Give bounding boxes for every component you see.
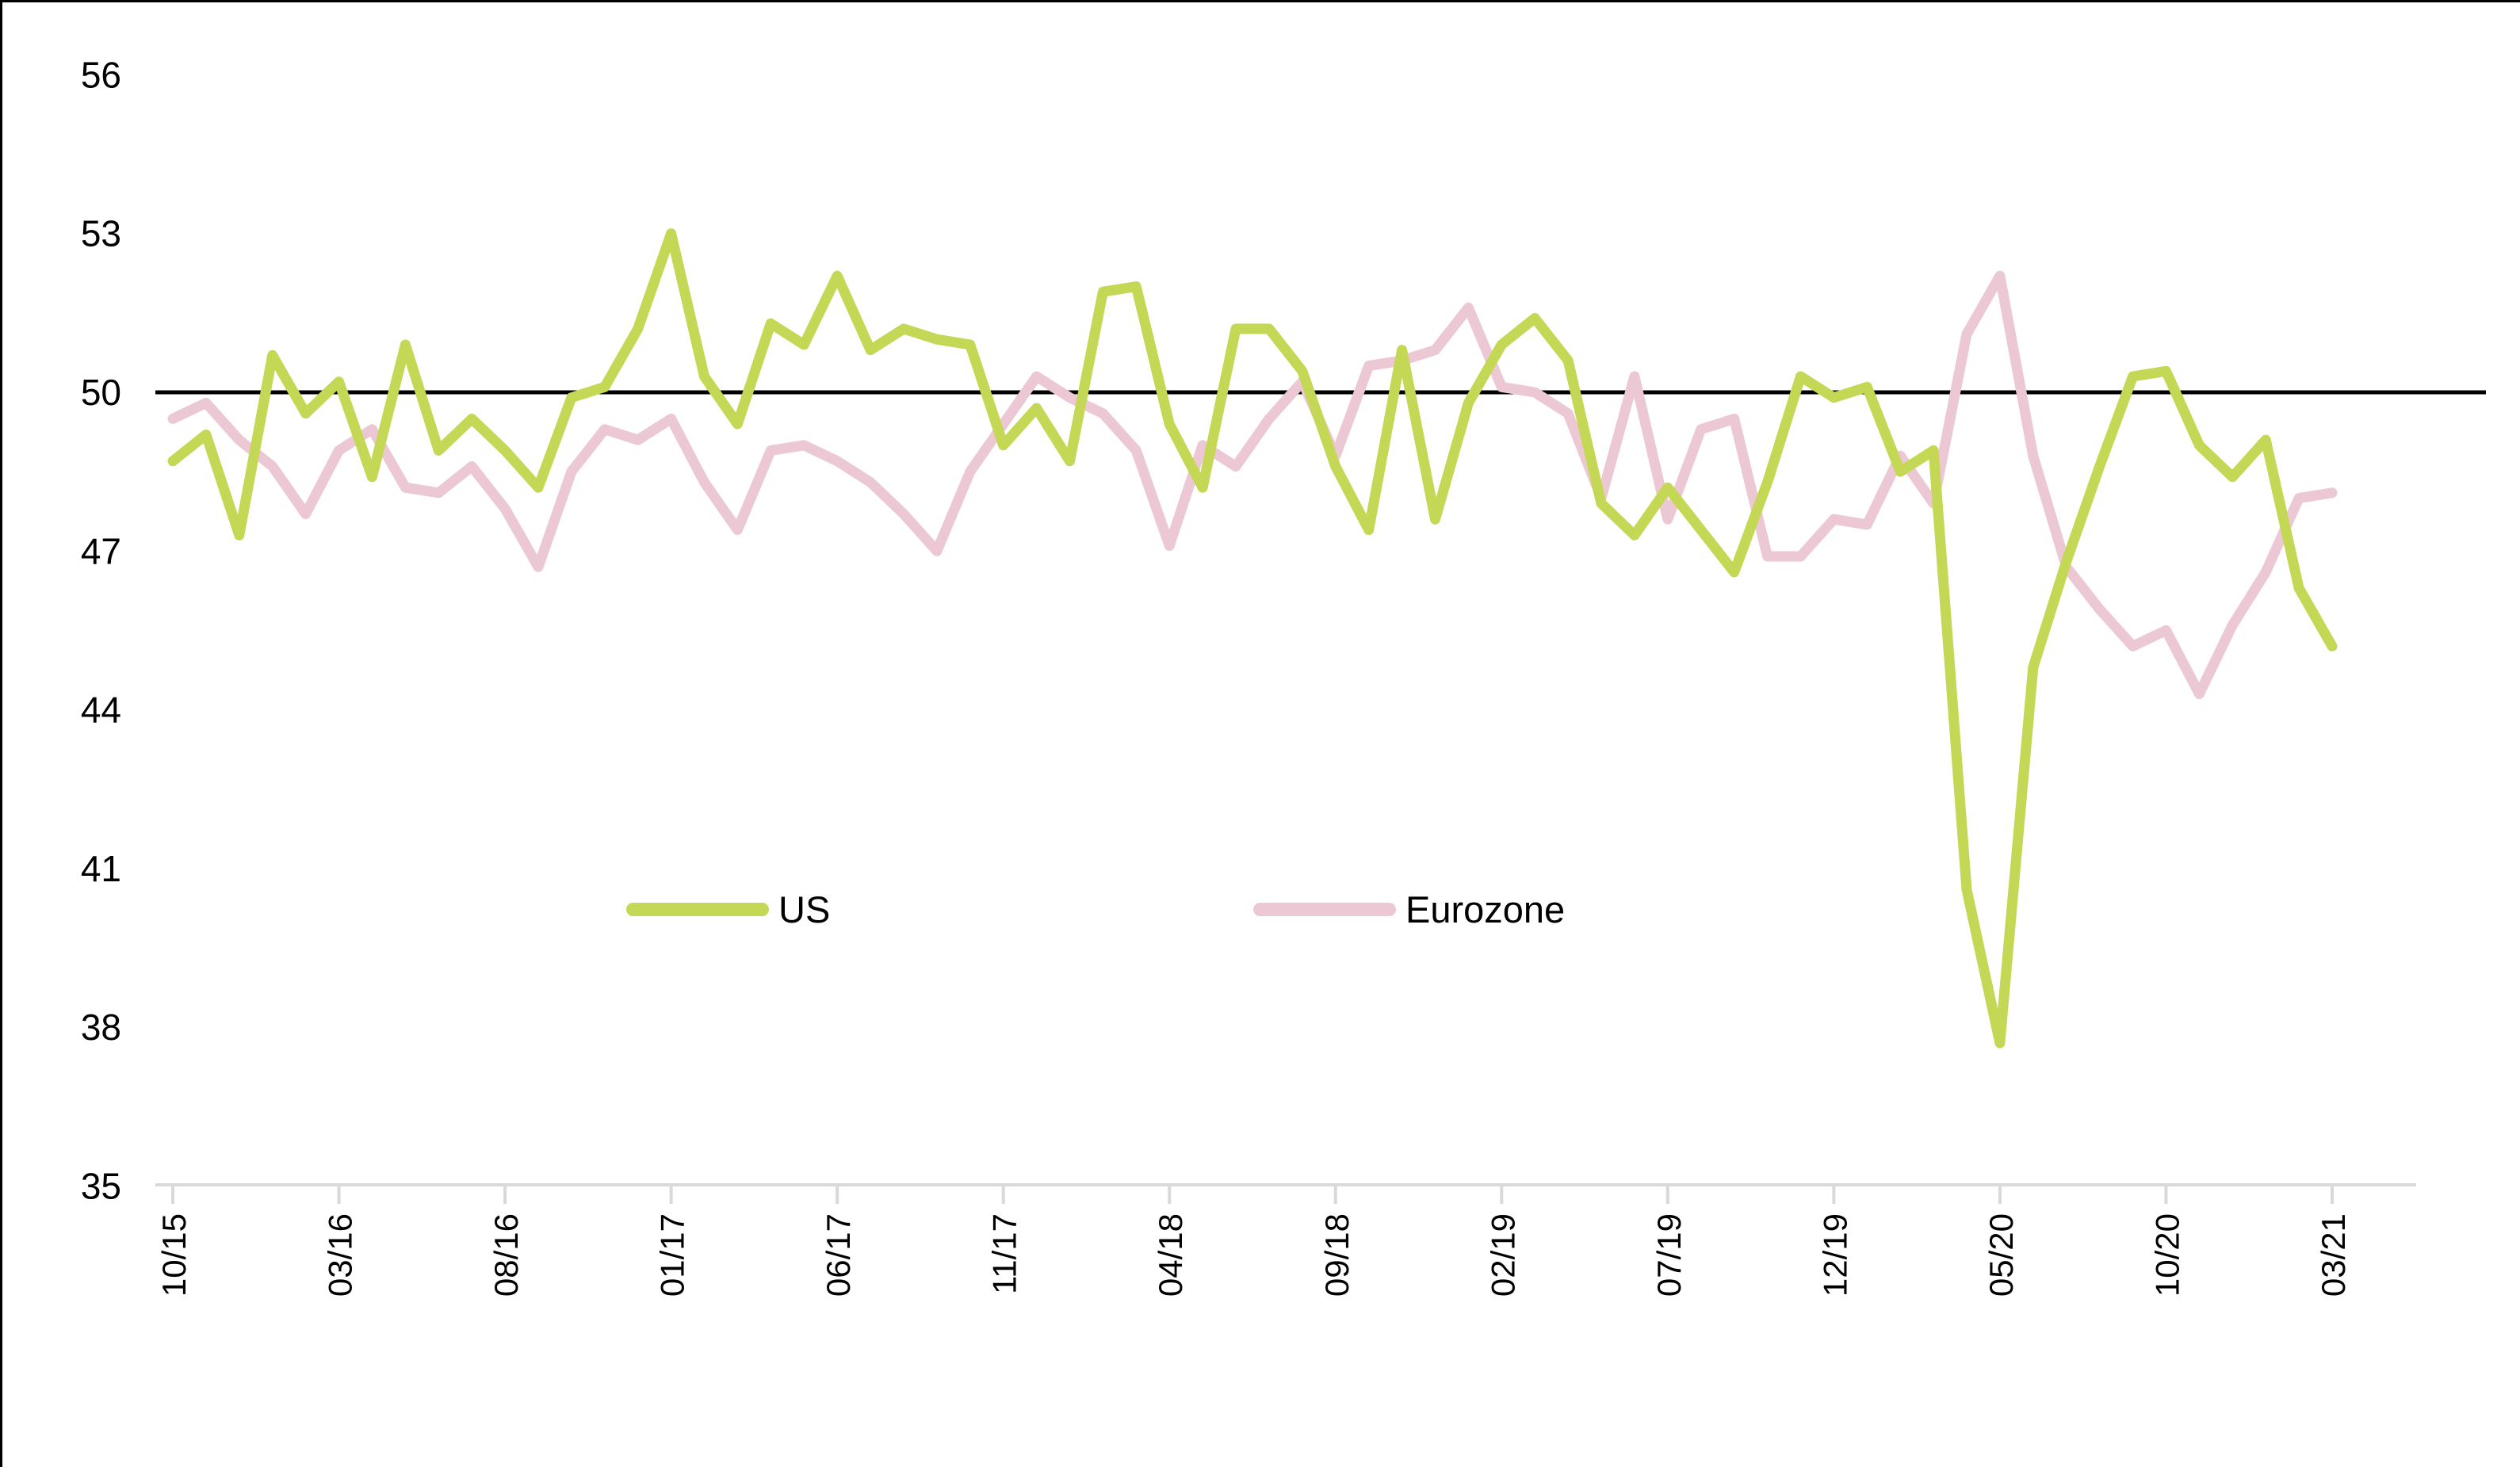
y-tick-label: 50 [81, 372, 121, 413]
x-tick-label: 12/19 [1816, 1213, 1853, 1297]
x-tick-label: 10/15 [155, 1213, 193, 1297]
x-tick-label: 03/16 [322, 1213, 359, 1297]
y-tick-label: 56 [81, 54, 121, 95]
x-tick-label: 09/18 [1318, 1213, 1356, 1297]
x-tick-label: 07/19 [1650, 1213, 1688, 1297]
x-tick-label: 02/19 [1484, 1213, 1521, 1297]
x-tick-label: 04/18 [1152, 1213, 1189, 1297]
x-tick-label: 06/17 [820, 1213, 857, 1297]
x-tick-label: 05/20 [1983, 1213, 2020, 1297]
y-tick-label: 47 [81, 530, 121, 571]
x-tick-label: 11/17 [986, 1213, 1023, 1294]
us-series-line [167, 228, 2338, 1049]
y-tick-label: 35 [81, 1165, 121, 1206]
y-tick-label: 38 [81, 1007, 121, 1048]
y-tick-label: 44 [81, 690, 121, 731]
y-tick-label: 53 [81, 213, 121, 254]
eurozone-series-line [167, 270, 2338, 699]
x-tick-label: 03/21 [2315, 1213, 2352, 1297]
y-tick-label: 41 [81, 848, 121, 889]
x-tick-label: 01/17 [654, 1213, 691, 1297]
x-tick-label: 10/20 [2148, 1213, 2185, 1297]
x-tick-label: 08/16 [488, 1213, 525, 1297]
